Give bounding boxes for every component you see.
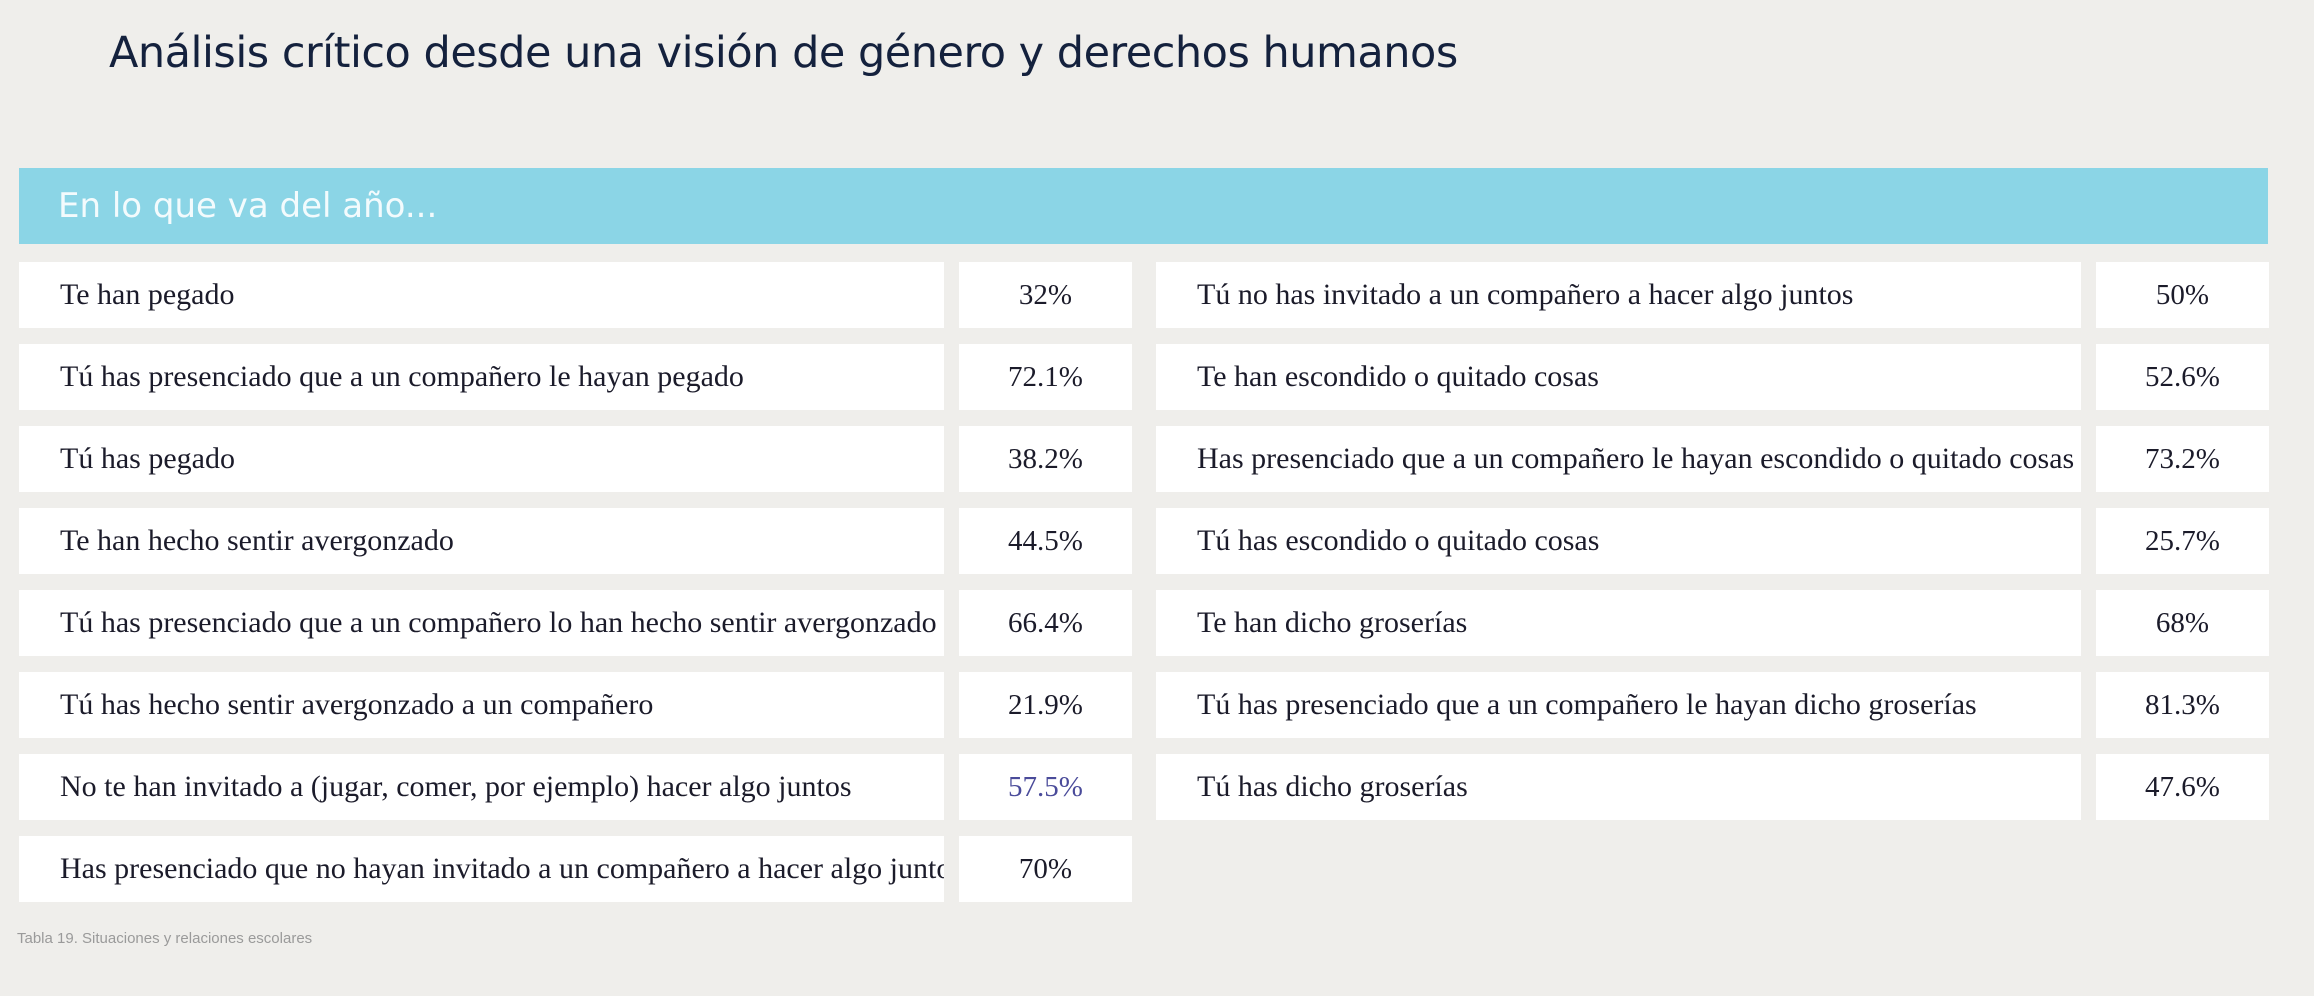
- table-row: Te han pegado 32%: [19, 262, 1132, 328]
- row-label: Te han pegado: [19, 262, 944, 328]
- row-label: No te han invitado a (jugar, comer, por …: [19, 754, 944, 820]
- row-value: 73.2%: [2096, 426, 2269, 492]
- row-value-link[interactable]: 57.5%: [959, 754, 1132, 820]
- row-label: Tú has presenciado que a un compañero le…: [1156, 672, 2081, 738]
- row-label: Has presenciado que a un compañero le ha…: [1156, 426, 2081, 492]
- row-value: 50%: [2096, 262, 2269, 328]
- table-row: Tú has pegado 38.2%: [19, 426, 1132, 492]
- table-row: Tú has dicho groserías 47.6%: [1156, 754, 2269, 820]
- row-value: 38.2%: [959, 426, 1132, 492]
- row-label: Tú no has invitado a un compañero a hace…: [1156, 262, 2081, 328]
- right-table: Tú no has invitado a un compañero a hace…: [1156, 262, 2269, 836]
- table-row: Te han hecho sentir avergonzado 44.5%: [19, 508, 1132, 574]
- row-label: Te han hecho sentir avergonzado: [19, 508, 944, 574]
- row-value: 32%: [959, 262, 1132, 328]
- table-row: No te han invitado a (jugar, comer, por …: [19, 754, 1132, 820]
- table-row: Has presenciado que no hayan invitado a …: [19, 836, 1132, 902]
- row-value: 81.3%: [2096, 672, 2269, 738]
- table-row: Tú has presenciado que a un compañero le…: [1156, 672, 2269, 738]
- row-label: Te han escondido o quitado cosas: [1156, 344, 2081, 410]
- row-label: Tú has escondido o quitado cosas: [1156, 508, 2081, 574]
- row-value: 68%: [2096, 590, 2269, 656]
- table-row: Has presenciado que a un compañero le ha…: [1156, 426, 2269, 492]
- row-value: 21.9%: [959, 672, 1132, 738]
- row-label: Tú has pegado: [19, 426, 944, 492]
- row-value: 25.7%: [2096, 508, 2269, 574]
- row-label: Tú has presenciado que a un compañero lo…: [19, 590, 944, 656]
- row-label: Tú has hecho sentir avergonzado a un com…: [19, 672, 944, 738]
- row-value: 47.6%: [2096, 754, 2269, 820]
- banner-title: En lo que va del año...: [58, 186, 438, 226]
- table-row: Tú has hecho sentir avergonzado a un com…: [19, 672, 1132, 738]
- left-table: Te han pegado 32% Tú has presenciado que…: [19, 262, 1132, 918]
- table-caption: Tabla 19. Situaciones y relaciones escol…: [17, 930, 313, 947]
- row-value: 70%: [959, 836, 1132, 902]
- row-value: 52.6%: [2096, 344, 2269, 410]
- table-row: Tú has presenciado que a un compañero lo…: [19, 590, 1132, 656]
- page-title: Análisis crítico desde una visión de gén…: [109, 28, 1458, 78]
- row-label: Tú has presenciado que a un compañero le…: [19, 344, 944, 410]
- table-row: Te han escondido o quitado cosas 52.6%: [1156, 344, 2269, 410]
- row-label: Tú has dicho groserías: [1156, 754, 2081, 820]
- table-row: Tú has escondido o quitado cosas 25.7%: [1156, 508, 2269, 574]
- table-row: Tú no has invitado a un compañero a hace…: [1156, 262, 2269, 328]
- row-label: Te han dicho groserías: [1156, 590, 2081, 656]
- row-value: 44.5%: [959, 508, 1132, 574]
- table-row: Tú has presenciado que a un compañero le…: [19, 344, 1132, 410]
- row-value: 66.4%: [959, 590, 1132, 656]
- row-value: 72.1%: [959, 344, 1132, 410]
- row-label: Has presenciado que no hayan invitado a …: [19, 836, 944, 902]
- section-banner: En lo que va del año...: [19, 168, 2268, 244]
- table-row: Te han dicho groserías 68%: [1156, 590, 2269, 656]
